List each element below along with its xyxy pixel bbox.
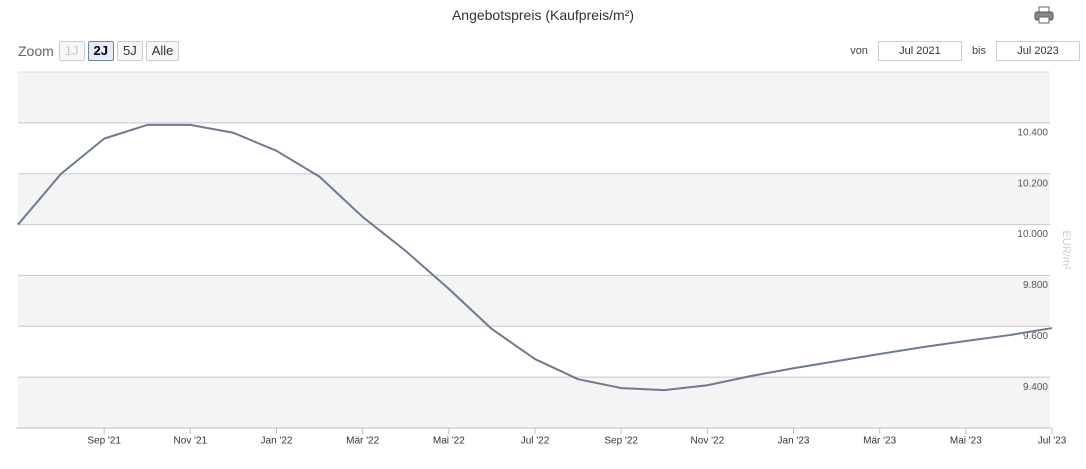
- from-input[interactable]: Jul 2021: [877, 41, 962, 61]
- x-tick-label: Mär '23: [863, 436, 896, 447]
- x-tick-label: Mai '22: [433, 436, 465, 447]
- plot-band: [18, 377, 1050, 428]
- plot-band: [18, 72, 1050, 123]
- plot-band: [18, 173, 1050, 225]
- x-tick-label: Jul '23: [1038, 436, 1067, 447]
- x-tick-label: Jan '23: [778, 436, 810, 447]
- y-tick-label: 9.800: [1023, 280, 1048, 291]
- date-range: von Jul 2021 bis Jul 2023: [850, 41, 1080, 61]
- to-input[interactable]: Jul 2023: [996, 41, 1080, 61]
- zoom-bar: Zoom 1J 2J 5J Alle: [18, 41, 180, 61]
- x-tick-label: Mai '23: [950, 436, 982, 447]
- chart-title: Angebotspreis (Kaufpreis/m²): [451, 7, 635, 23]
- zoom-button[interactable]: 2J: [87, 41, 114, 61]
- y-axis-title: EUR/m²: [1060, 230, 1072, 269]
- y-tick-label: 10.400: [1017, 127, 1048, 138]
- y-tick-label: 10.000: [1017, 229, 1048, 240]
- x-tick-label: Nov '21: [174, 436, 208, 447]
- x-tick-label: Sep '21: [87, 436, 121, 447]
- x-tick-label: Jul '22: [521, 436, 550, 447]
- x-tick-label: Jan '22: [261, 436, 293, 447]
- x-tick-label: Sep '22: [604, 436, 638, 447]
- plot-band: [18, 275, 1050, 327]
- x-tick-label: Mär '22: [346, 436, 379, 447]
- zoom-label: Zoom: [18, 43, 54, 59]
- from-label: von: [850, 45, 868, 57]
- y-tick-label: 9.600: [1023, 331, 1048, 342]
- y-tick-label: 9.400: [1023, 382, 1048, 393]
- zoom-button[interactable]: Alle: [145, 41, 180, 61]
- x-tick-label: Nov '22: [691, 436, 725, 447]
- line: [17, 123, 1053, 392]
- to-label: bis: [971, 45, 986, 57]
- print-icon[interactable]: [1034, 6, 1054, 24]
- y-tick-label: 10.200: [1017, 178, 1048, 189]
- zoom-button[interactable]: 5J: [117, 41, 143, 61]
- zoom-button: 1J: [58, 41, 85, 61]
